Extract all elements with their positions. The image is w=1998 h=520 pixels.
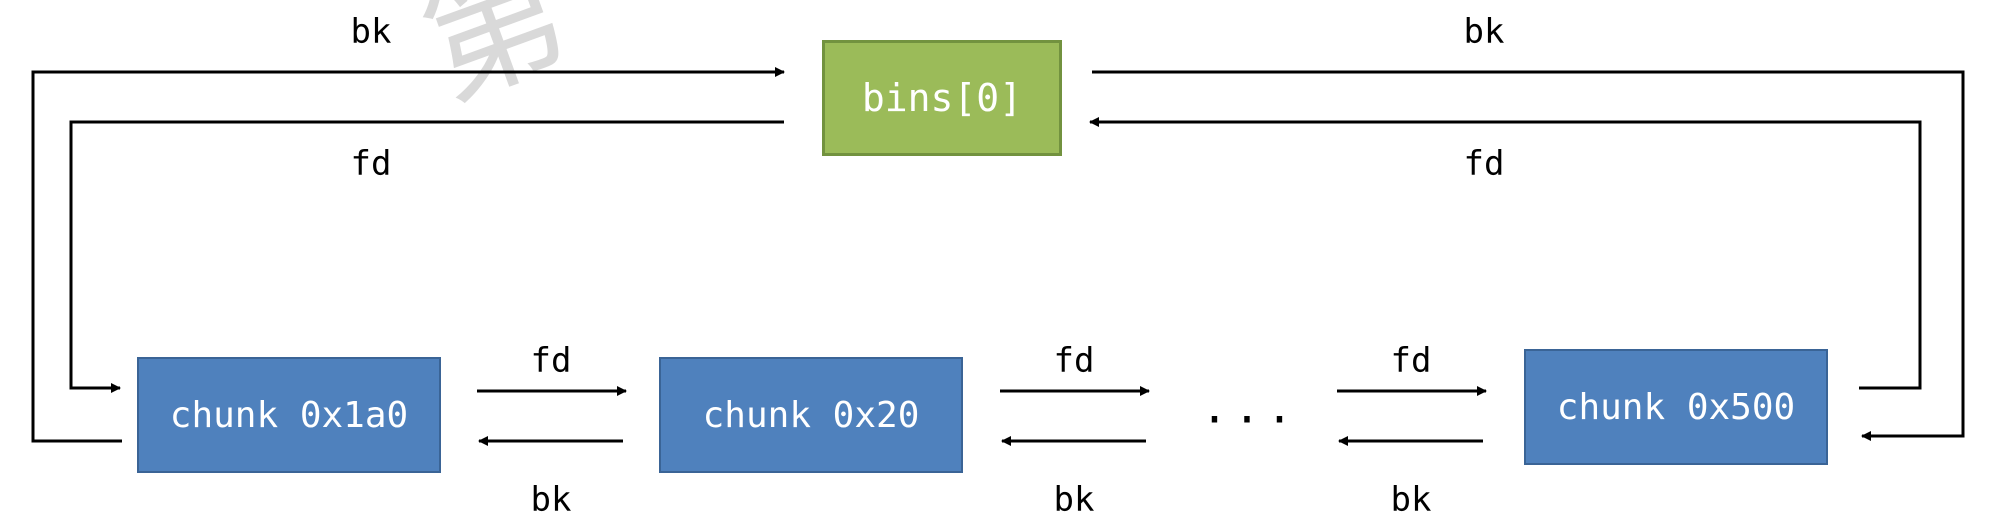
bk-label-2: bk xyxy=(1053,480,1095,520)
chunk-0x20-label: chunk 0x20 xyxy=(702,394,920,436)
chunk-0x500-label: chunk 0x500 xyxy=(1556,386,1796,428)
fd-label-top-left: fd xyxy=(350,144,392,184)
bk-label-3: bk xyxy=(1390,480,1432,520)
bk-arrow-left-outer xyxy=(31,67,785,443)
chunk-0x1a0-box: chunk 0x1a0 xyxy=(137,357,441,473)
chunk-0x1a0-label: chunk 0x1a0 xyxy=(169,394,409,436)
bins-0-label: bins[0] xyxy=(861,76,1023,120)
chunk-0x500-box: chunk 0x500 xyxy=(1524,349,1828,465)
bk-label-top-right: bk xyxy=(1463,12,1505,52)
fd-label-2: fd xyxy=(1053,341,1095,381)
bins-0-box: bins[0] xyxy=(822,40,1062,156)
fd-label-1: fd xyxy=(530,341,572,381)
fd-arrow-left-inner xyxy=(69,120,784,393)
fd-label-3: fd xyxy=(1390,341,1432,381)
fd-arrow-right-inner xyxy=(1089,117,1922,390)
bk-label-1: bk xyxy=(530,480,572,520)
bk-arrow-right-outer xyxy=(1092,70,1965,441)
fd-label-top-right: fd xyxy=(1463,144,1505,184)
bk-label-top-left: bk xyxy=(350,12,392,52)
ellipsis: ... xyxy=(1201,382,1299,434)
chunk-0x20-box: chunk 0x20 xyxy=(659,357,963,473)
